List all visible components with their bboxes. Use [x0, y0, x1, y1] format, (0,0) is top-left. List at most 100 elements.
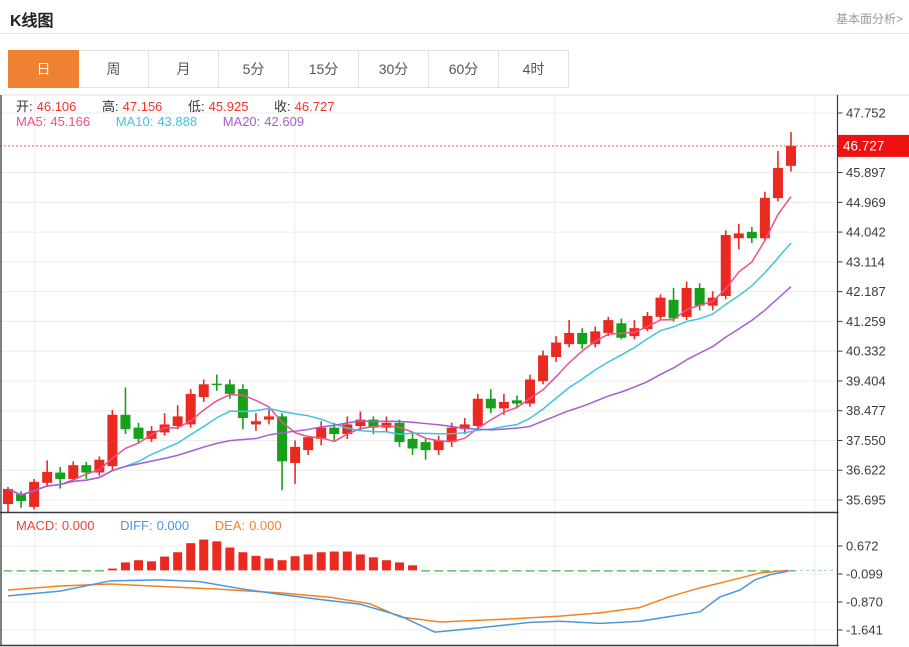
macd-bar: [603, 570, 613, 572]
macd-label: MACD:: [16, 518, 58, 533]
candle: [420, 442, 431, 451]
candle: [564, 332, 575, 345]
macd-bar: [734, 570, 744, 572]
candle: [42, 471, 53, 483]
candle: [68, 465, 79, 479]
low-value: 45.925: [208, 99, 249, 114]
candle: [407, 438, 418, 449]
candle: [329, 427, 340, 435]
macd-legend: MACD: 0.000 DIFF: 0.000 DEA: 0.000: [16, 518, 286, 533]
price-marker-value: 46.727: [843, 138, 884, 153]
tab-week[interactable]: 周: [79, 50, 149, 88]
axis-label: 39.404: [846, 373, 886, 388]
macd-bar: [473, 570, 483, 572]
tab-30min[interactable]: 30分: [359, 50, 429, 88]
candle: [681, 287, 692, 317]
candle: [538, 355, 549, 382]
ma-legend: MA5: 45.166 MA10: 43.888 MA20: 42.609: [16, 114, 308, 129]
axis-label: 41.259: [846, 314, 886, 329]
candle: [355, 419, 366, 427]
candle: [590, 331, 601, 345]
candle: [94, 459, 105, 473]
macd-bar: [160, 556, 170, 571]
candle: [786, 145, 796, 166]
macd-bar: [395, 562, 404, 571]
macd-bar: [447, 570, 457, 572]
macd-bar: [616, 570, 626, 572]
candle: [316, 427, 327, 439]
tab-4hour[interactable]: 4时: [499, 50, 569, 88]
macd-bar: [238, 552, 248, 571]
fundamental-analysis-link[interactable]: 基本面分析>: [835, 12, 903, 26]
axis-label: 36.622: [846, 463, 886, 478]
axis-label: -0.870: [846, 594, 883, 609]
macd-bar: [486, 570, 496, 572]
macd-bar: [460, 570, 470, 572]
ma10-value: 43.888: [157, 114, 198, 129]
tab-60min[interactable]: 60分: [429, 50, 499, 88]
candle: [446, 427, 457, 443]
ma10-line: [7, 242, 792, 496]
macd-bar: [290, 556, 300, 571]
high-value: 47.156: [122, 99, 163, 114]
dea-label: DEA:: [214, 518, 246, 533]
candle: [172, 416, 183, 427]
candle: [3, 488, 13, 505]
axis-label: 43.114: [846, 254, 885, 269]
ma20-line: [7, 286, 792, 496]
ma5-label: MA5:: [16, 114, 47, 129]
candle: [107, 414, 118, 467]
macd-bar: [408, 565, 418, 571]
candle: [733, 233, 744, 239]
tab-5min[interactable]: 5分: [219, 50, 289, 88]
macd-bar: [342, 551, 352, 571]
axis-label: 44.969: [846, 195, 886, 210]
diff-line: [7, 570, 789, 633]
tab-15min[interactable]: 15分: [289, 50, 359, 88]
candle: [303, 437, 314, 451]
macd-bar: [42, 570, 52, 572]
axis-label: 42.187: [846, 284, 886, 299]
macd-bar: [656, 570, 665, 572]
macd-bar: [642, 570, 652, 572]
candle: [603, 320, 614, 333]
candle: [511, 400, 522, 404]
tab-month[interactable]: 月: [149, 50, 219, 88]
close-value: 46.727: [294, 99, 335, 114]
macd-bar: [225, 547, 235, 571]
low-label: 低:: [188, 99, 205, 114]
high-label: 高:: [102, 99, 119, 114]
axis-label: 38.477: [846, 403, 886, 418]
ma5-value: 45.166: [50, 114, 91, 129]
candle: [433, 440, 444, 451]
macd-bar: [629, 570, 639, 572]
tab-day[interactable]: 日: [8, 50, 79, 88]
macd-bar: [199, 539, 209, 571]
macd-bar: [81, 570, 91, 572]
axis-label: 47.752: [846, 106, 886, 121]
candle: [368, 419, 379, 428]
macd-bar: [682, 570, 692, 572]
macd-bar: [434, 570, 444, 572]
macd-bar: [381, 560, 391, 571]
macd-bar: [264, 558, 274, 571]
ma10-label: MA10:: [115, 114, 154, 129]
candle: [759, 197, 770, 239]
candle: [237, 389, 248, 418]
axis-label: 40.332: [846, 344, 886, 359]
macd-bar: [55, 570, 65, 572]
candle: [772, 167, 783, 199]
candle: [472, 398, 483, 427]
candle: [746, 231, 757, 239]
macd-bar: [251, 555, 261, 571]
candle: [694, 287, 705, 306]
macd-bar: [747, 570, 757, 572]
macd-bar: [120, 562, 130, 571]
macd-bar: [277, 560, 287, 571]
candle: [198, 384, 209, 398]
candle: [720, 235, 731, 297]
macd-bar: [669, 570, 679, 572]
candle: [525, 379, 535, 404]
candle: [264, 416, 274, 420]
axis-label: 37.550: [846, 433, 886, 448]
